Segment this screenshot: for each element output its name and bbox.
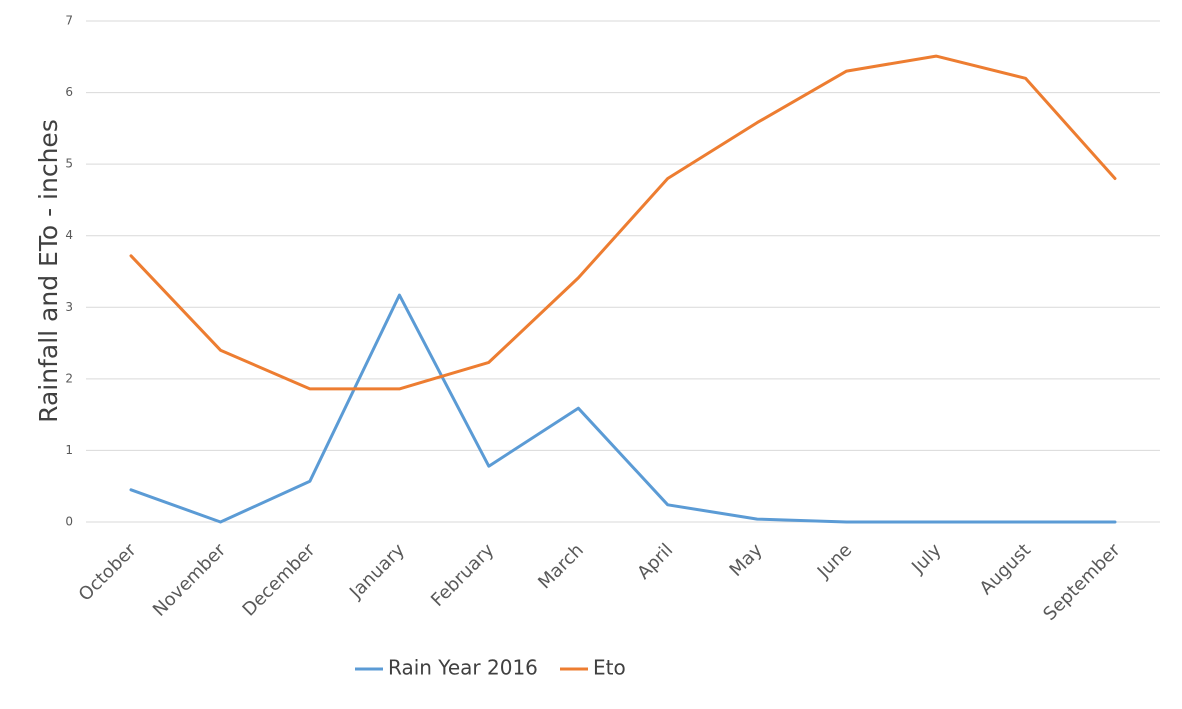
y-tick-label: 5 — [65, 157, 73, 171]
y-tick-label: 4 — [65, 228, 73, 242]
y-tick-label: 2 — [65, 371, 73, 385]
y-tick-label: 7 — [65, 14, 73, 28]
y-axis-label: Rainfall and ETo - inches — [34, 119, 63, 423]
legend: Rain Year 2016 Eto — [355, 656, 626, 680]
y-axis-ticks: 0 1 2 3 4 5 6 7 — [65, 14, 73, 529]
y-tick-label: 6 — [65, 85, 73, 99]
y-tick-label: 1 — [65, 443, 73, 457]
gridlines — [86, 20, 1160, 523]
legend-label: Rain Year 2016 — [388, 656, 538, 680]
legend-label: Eto — [593, 656, 626, 680]
series-line-1 — [129, 54, 1117, 391]
y-tick-label: 3 — [65, 300, 73, 314]
series-lines — [129, 54, 1117, 524]
series-line-0 — [129, 293, 1117, 524]
y-tick-label: 0 — [65, 515, 73, 529]
